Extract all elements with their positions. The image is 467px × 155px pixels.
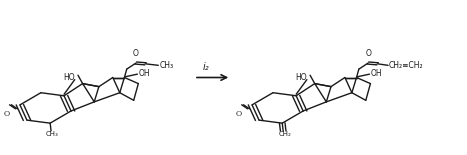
Text: CH₃: CH₃	[46, 131, 59, 137]
Text: OH: OH	[370, 69, 382, 78]
Text: HO: HO	[295, 73, 307, 82]
Text: O: O	[236, 110, 242, 118]
Text: HO: HO	[63, 73, 75, 82]
Text: O: O	[4, 110, 10, 118]
Text: CH₂≡CH₂: CH₂≡CH₂	[389, 61, 424, 70]
Text: O: O	[365, 49, 371, 58]
Text: CH₃: CH₃	[159, 61, 173, 70]
Text: CH₂: CH₂	[278, 131, 291, 137]
Text: OH: OH	[138, 69, 150, 78]
Text: O: O	[133, 49, 139, 58]
Text: i₂: i₂	[202, 62, 209, 72]
